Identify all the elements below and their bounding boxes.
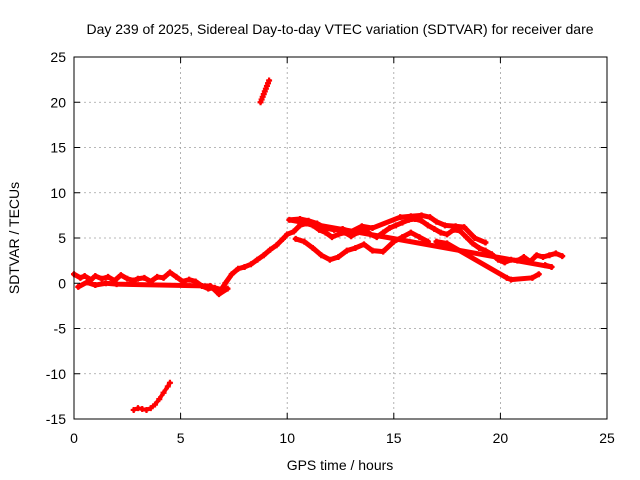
series-trace — [293, 230, 431, 263]
series-trace — [433, 239, 542, 283]
x-tick-label: 25 — [599, 430, 615, 446]
chart-title: Day 239 of 2025, Sidereal Day-to-day VTE… — [86, 21, 593, 37]
y-tick-label: 20 — [50, 94, 66, 110]
grid-lines — [74, 57, 607, 419]
x-axis-ticks: 0 5 10 15 20 25 — [70, 57, 615, 446]
y-tick-label: 10 — [50, 185, 66, 201]
y-axis-label: SDTVAR / TECUs — [6, 182, 22, 294]
y-axis-ticks: 25 20 15 10 5 0 -5 -10 -15 — [46, 49, 607, 427]
x-tick-label: 10 — [279, 430, 295, 446]
series-trace — [258, 78, 272, 105]
series-trace — [75, 279, 231, 297]
y-tick-label: -5 — [54, 321, 67, 337]
y-tick-label: 5 — [58, 230, 66, 246]
x-tick-label: 0 — [70, 430, 78, 446]
series-trace — [131, 380, 172, 412]
x-tick-label: 20 — [493, 430, 509, 446]
data-points — [71, 77, 566, 413]
y-tick-label: 25 — [50, 49, 66, 65]
y-tick-label: 15 — [50, 140, 66, 156]
y-tick-label: -10 — [46, 366, 66, 382]
x-tick-label: 15 — [386, 430, 402, 446]
series-main — [71, 212, 566, 298]
x-tick-label: 5 — [177, 430, 185, 446]
x-axis-label: GPS time / hours — [287, 457, 394, 473]
series-trace — [286, 212, 555, 270]
y-tick-label: -15 — [46, 411, 66, 427]
y-tick-label: 0 — [58, 275, 66, 291]
series-segment-low — [130, 379, 173, 413]
series-segment-high — [257, 77, 273, 106]
